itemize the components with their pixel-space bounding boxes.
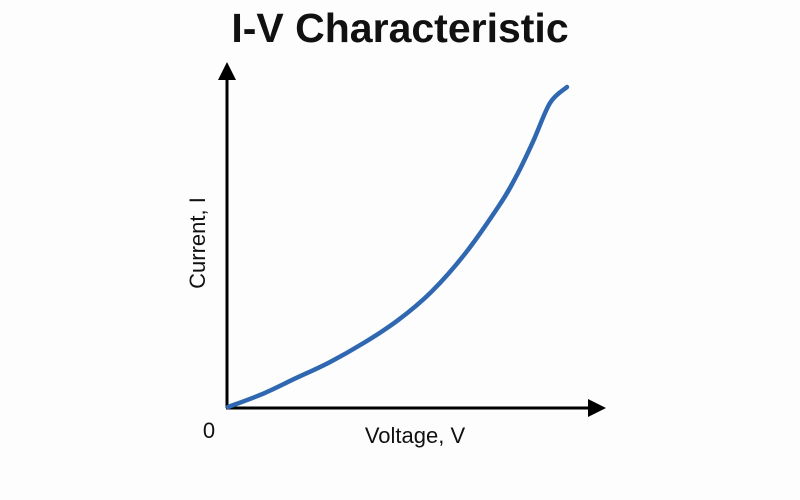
chart-title: I-V Characteristic <box>231 5 569 51</box>
y-axis-arrow <box>218 62 236 80</box>
iv-curve-line <box>225 84 570 410</box>
x-axis-label: Voltage, V <box>365 423 466 448</box>
x-axis-arrow <box>588 399 606 417</box>
series-layer <box>225 84 570 410</box>
origin-label: 0 <box>203 418 215 443</box>
axes <box>218 62 606 417</box>
y-axis-label: Current, I <box>185 197 210 289</box>
